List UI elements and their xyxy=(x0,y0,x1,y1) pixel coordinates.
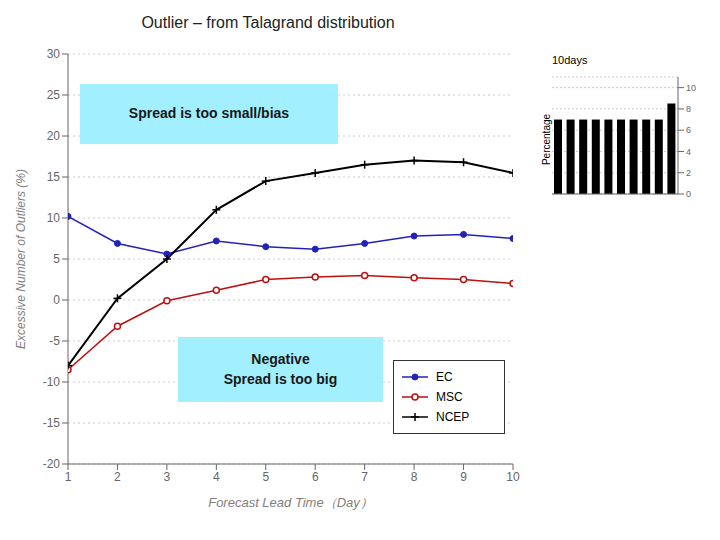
html-text:Outlier – from Talagrand distr: Outlier – from Talagrand distribution xyxy=(141,14,395,31)
svg-text:Forecast Lead Time（Day）: Forecast Lead Time（Day） xyxy=(208,495,373,510)
html-text:NCEP: NCEP xyxy=(436,410,470,424)
svg-text:6: 6 xyxy=(312,470,319,484)
svg-text:4: 4 xyxy=(213,470,220,484)
svg-text:0: 0 xyxy=(686,189,691,199)
svg-text:25: 25 xyxy=(47,88,61,102)
html-text:MSC: MSC xyxy=(436,390,463,404)
svg-text:8: 8 xyxy=(411,470,418,484)
html-text:Percentage: Percentage xyxy=(540,113,552,166)
html-text:Spread is too small/bias: Spread is too small/bias xyxy=(128,105,290,122)
svg-text:0: 0 xyxy=(53,293,60,307)
svg-text:6: 6 xyxy=(686,125,691,135)
svg-text:Excessive Number of Outliers (: Excessive Number of Outliers (%) xyxy=(14,169,28,349)
svg-text:15: 15 xyxy=(47,170,61,184)
svg-text:30: 30 xyxy=(47,47,61,61)
svg-text:2: 2 xyxy=(114,470,121,484)
svg-text:3: 3 xyxy=(164,470,171,484)
svg-text:-15: -15 xyxy=(43,416,61,430)
svg-text:-5: -5 xyxy=(49,334,60,348)
svg-text:5: 5 xyxy=(53,252,60,266)
svg-text:7: 7 xyxy=(361,470,368,484)
svg-text:-20: -20 xyxy=(43,457,61,471)
svg-text:5: 5 xyxy=(262,470,269,484)
svg-text:-10: -10 xyxy=(43,375,61,389)
svg-text:20: 20 xyxy=(47,129,61,143)
svg-text:10: 10 xyxy=(506,470,520,484)
svg-text:10: 10 xyxy=(686,83,696,93)
svg-text:2: 2 xyxy=(686,168,691,178)
svg-text:9: 9 xyxy=(460,470,467,484)
html-text:10days: 10days xyxy=(552,54,588,66)
svg-text:8: 8 xyxy=(686,104,691,114)
html-text:EC: EC xyxy=(436,370,453,384)
html-text:Negative Spread is too big: Negative Spread is too big xyxy=(223,350,338,387)
svg-text:1: 1 xyxy=(65,470,72,484)
svg-text:10: 10 xyxy=(47,211,61,225)
svg-text:4: 4 xyxy=(686,147,691,157)
